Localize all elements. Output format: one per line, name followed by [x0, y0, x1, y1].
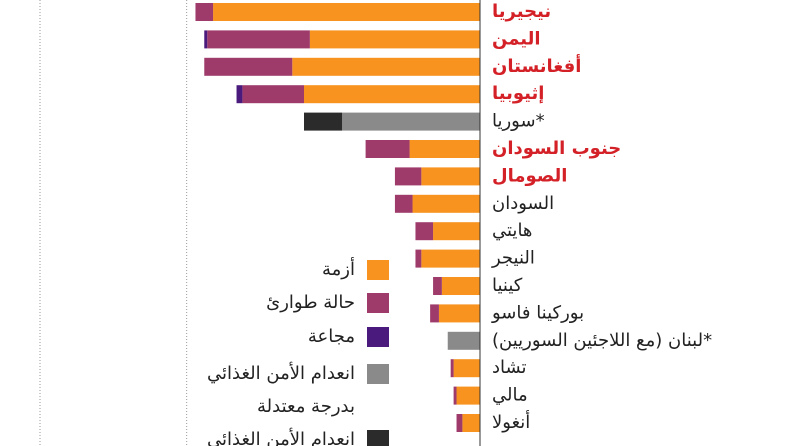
bar-segment [433, 277, 442, 295]
category-label: الصومال [492, 165, 567, 186]
legend-swatch [367, 327, 389, 347]
category-label: جنوب السودان [492, 138, 621, 159]
bar-segment [447, 331, 480, 350]
legend-label: مجاعة [307, 326, 355, 347]
bar-segment [304, 85, 480, 104]
bar-segment [304, 112, 343, 131]
bar-segment [415, 222, 434, 241]
bar-segment [394, 194, 413, 213]
category-label: بوركينا فاسو [491, 302, 584, 323]
category-label: سوريا* [492, 111, 545, 132]
bar-segment [207, 30, 310, 49]
bar-segment [462, 414, 480, 432]
category-label: هايتي [492, 220, 532, 241]
legend-swatch [367, 260, 389, 280]
category-label: كينيا [492, 275, 523, 296]
bar-segment [365, 140, 410, 158]
legend-label: أزمة [322, 259, 355, 280]
bar-segment [430, 304, 439, 323]
bar-segment [292, 57, 480, 76]
bar-segment [204, 30, 208, 49]
legend-label: انعدام الأمن الغذائي بدرجة معتدلة [207, 363, 355, 417]
category-label: لبنان (مع اللاجئين السوريين)* [492, 330, 712, 351]
bar-segment [441, 277, 480, 295]
bar-segment [456, 414, 463, 432]
bar-segment [456, 386, 480, 405]
bar-segment [309, 30, 480, 49]
category-label: اليمن [492, 28, 541, 49]
category-label: تشاد [492, 357, 527, 378]
bar-segment [450, 359, 454, 378]
legend-swatch [367, 293, 389, 313]
bar-segment [453, 386, 457, 405]
legend-label: انعدام الأمن الغذائي [207, 429, 355, 446]
bar-segment [409, 140, 480, 158]
bar-segment [236, 85, 243, 104]
legend-swatch [367, 430, 389, 446]
legend-swatch [367, 364, 389, 384]
bar-segment [412, 194, 480, 213]
bar-segment [433, 222, 480, 241]
category-label: نيجيريا [492, 1, 551, 22]
bar-segment [394, 167, 422, 186]
bar-segment [421, 249, 480, 268]
bar-segment [342, 112, 480, 131]
legend-label: حالة طوارئ [266, 292, 355, 313]
bar-segment [421, 167, 480, 186]
category-label: أفغانستان [492, 54, 581, 77]
category-label: السودان [492, 193, 554, 214]
bar-segment [213, 3, 481, 21]
bar-segment [415, 249, 422, 268]
category-label: إثيوبيا [492, 83, 544, 104]
bar-segment [453, 359, 480, 378]
category-label: مالي [492, 385, 528, 406]
category-label: النيجر [491, 248, 535, 269]
bar-segment [204, 57, 293, 76]
bar-segment [195, 3, 214, 21]
bar-segment [438, 304, 480, 323]
category-label: أنغولا [492, 410, 530, 433]
bar-segment [242, 85, 304, 104]
